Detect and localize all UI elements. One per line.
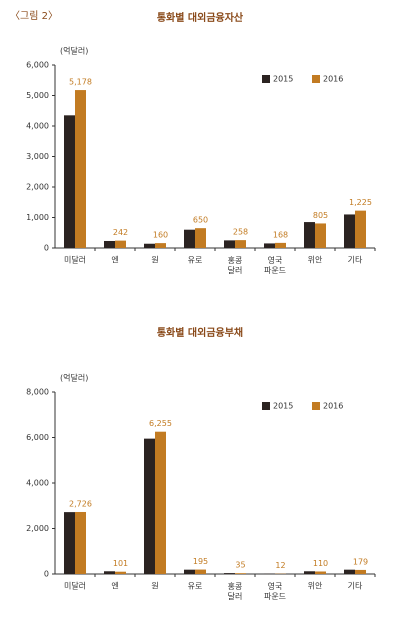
x-tick-label: 기타 [348, 256, 363, 265]
x-tick-label: 유로 [188, 582, 203, 591]
y-axis-label: (억달러) [60, 46, 88, 56]
bar [355, 569, 366, 574]
bar [304, 222, 315, 248]
bar [104, 571, 115, 574]
value-label: 110 [313, 559, 328, 568]
bar [344, 214, 355, 248]
bar [355, 210, 366, 248]
bar [115, 240, 126, 248]
legend-label: 2016 [323, 402, 343, 411]
value-label: 258 [233, 228, 248, 237]
x-tick-label: 홍콩 달러 [228, 255, 243, 275]
x-tick-label: 엔 [111, 255, 118, 265]
value-label: 650 [193, 216, 208, 225]
bar [155, 431, 166, 574]
bar [275, 242, 286, 248]
legend-swatch [312, 75, 320, 83]
bar [315, 571, 326, 574]
y-tick-label: 5,000 [26, 91, 49, 100]
legend-label: 2015 [273, 402, 293, 411]
y-tick-label: 0 [44, 570, 49, 579]
bar [64, 115, 75, 248]
bar [184, 229, 195, 248]
bar [315, 223, 326, 248]
bar [184, 569, 195, 574]
y-tick-label: 2,000 [26, 524, 49, 533]
bar [144, 243, 155, 248]
legend-swatch [262, 402, 270, 410]
bar [235, 240, 246, 248]
bar [64, 512, 75, 574]
x-tick-label: 미달러 [64, 582, 86, 591]
bar [195, 569, 206, 574]
bar [115, 571, 126, 574]
bar [304, 571, 315, 574]
x-tick-label: 원 [151, 582, 158, 591]
bar [224, 240, 235, 248]
legend-label: 2015 [273, 75, 293, 84]
figure-label: 〈그림 2〉 [10, 10, 58, 22]
y-tick-label: 4,000 [26, 122, 49, 131]
value-label: 168 [273, 230, 288, 239]
x-tick-label: 위안 [308, 581, 323, 591]
value-label: 12 [275, 561, 285, 570]
value-label: 195 [193, 557, 208, 566]
y-axis-label: (억달러) [60, 373, 88, 383]
x-tick-label: 엔 [111, 581, 118, 591]
value-label: 6,255 [149, 419, 172, 428]
value-label: 805 [313, 211, 328, 220]
x-tick-label: 위안 [308, 255, 323, 265]
bar [104, 240, 115, 248]
y-tick-label: 6,000 [26, 61, 49, 70]
bar [264, 243, 275, 248]
bar [75, 90, 86, 248]
x-tick-label: 기타 [348, 582, 363, 591]
x-tick-label: 미달러 [64, 256, 86, 265]
value-label: 1,225 [349, 198, 372, 207]
bar [195, 228, 206, 248]
bar [144, 438, 155, 574]
legend-label: 2016 [323, 75, 343, 84]
y-tick-label: 6,000 [26, 433, 49, 442]
value-label: 101 [113, 559, 128, 568]
x-tick-label: 원 [151, 256, 158, 265]
value-label: 179 [353, 557, 368, 566]
legend-swatch [262, 75, 270, 83]
x-tick-label: 유로 [188, 256, 203, 265]
bar [344, 569, 355, 574]
x-tick-label: 홍콩 달러 [228, 581, 243, 601]
bar [224, 573, 235, 574]
value-label: 242 [113, 228, 128, 237]
value-label: 160 [153, 231, 168, 240]
chart-title: 통화별 대외금융자산 [157, 11, 244, 24]
x-tick-label: 영국 파운드 [264, 255, 286, 275]
bar [155, 243, 166, 248]
chart-title: 통화별 대외금융부채 [157, 326, 243, 339]
y-tick-label: 8,000 [26, 388, 49, 397]
bar [75, 511, 86, 574]
legend-swatch [312, 402, 320, 410]
value-label: 35 [235, 561, 245, 570]
y-tick-label: 4,000 [26, 479, 49, 488]
y-tick-label: 0 [44, 244, 49, 253]
y-tick-label: 1,000 [26, 213, 49, 222]
y-tick-label: 3,000 [26, 152, 49, 161]
value-label: 5,178 [69, 78, 92, 87]
y-tick-label: 2,000 [26, 183, 49, 192]
x-tick-label: 영국 파운드 [264, 581, 286, 601]
value-label: 2,726 [69, 499, 92, 508]
bar [235, 573, 246, 574]
